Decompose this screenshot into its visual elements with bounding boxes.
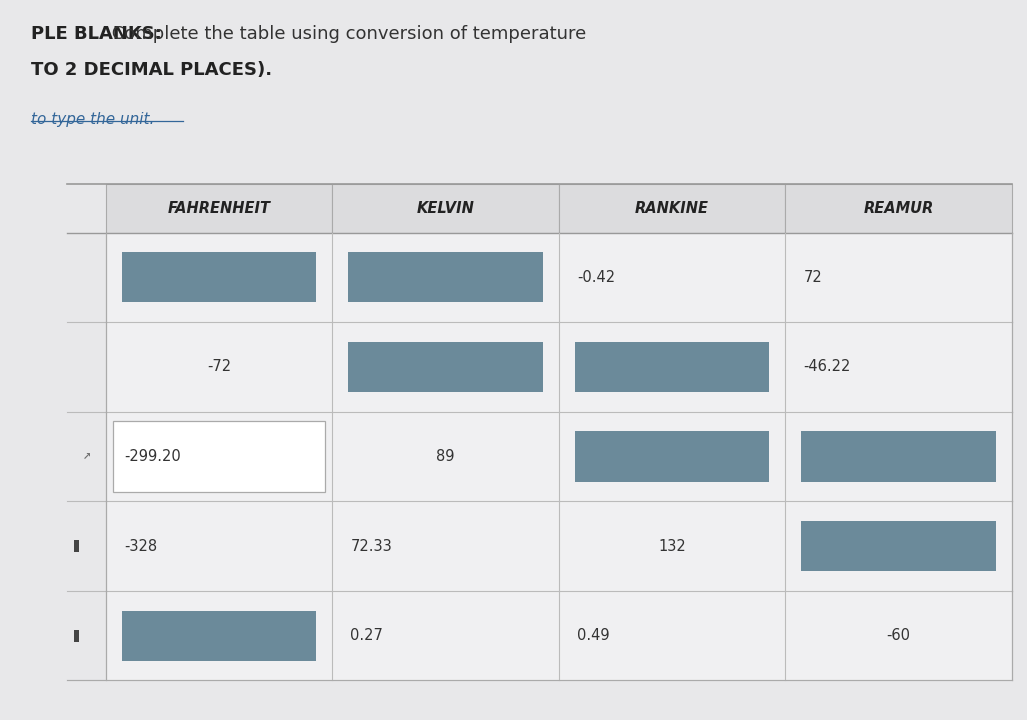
Text: -72: -72 (207, 359, 231, 374)
Text: 72.33: 72.33 (350, 539, 392, 554)
Text: 0.49: 0.49 (577, 628, 609, 643)
Text: -0.42: -0.42 (577, 270, 615, 285)
Text: ↗: ↗ (82, 451, 90, 462)
Text: -299.20: -299.20 (124, 449, 181, 464)
Text: ↗: ↗ (82, 451, 90, 462)
Text: 0.27: 0.27 (350, 628, 383, 643)
Text: TO 2 DECIMAL PLACES).: TO 2 DECIMAL PLACES). (31, 61, 272, 79)
Text: Complete the table using conversion of temperature: Complete the table using conversion of t… (106, 25, 586, 43)
Text: -60: -60 (886, 628, 910, 643)
Text: 72: 72 (803, 270, 822, 285)
Text: KELVIN: KELVIN (417, 201, 474, 215)
Text: RANKINE: RANKINE (635, 201, 709, 215)
Text: FAHRENHEIT: FAHRENHEIT (167, 201, 270, 215)
Text: 132: 132 (658, 539, 686, 554)
Text: 89: 89 (436, 449, 455, 464)
Text: to type the unit.: to type the unit. (31, 112, 154, 127)
Text: REAMUR: REAMUR (864, 201, 934, 215)
Text: PLE BLANKS:: PLE BLANKS: (31, 25, 161, 43)
Text: -328: -328 (124, 539, 157, 554)
Text: -46.22: -46.22 (803, 359, 850, 374)
